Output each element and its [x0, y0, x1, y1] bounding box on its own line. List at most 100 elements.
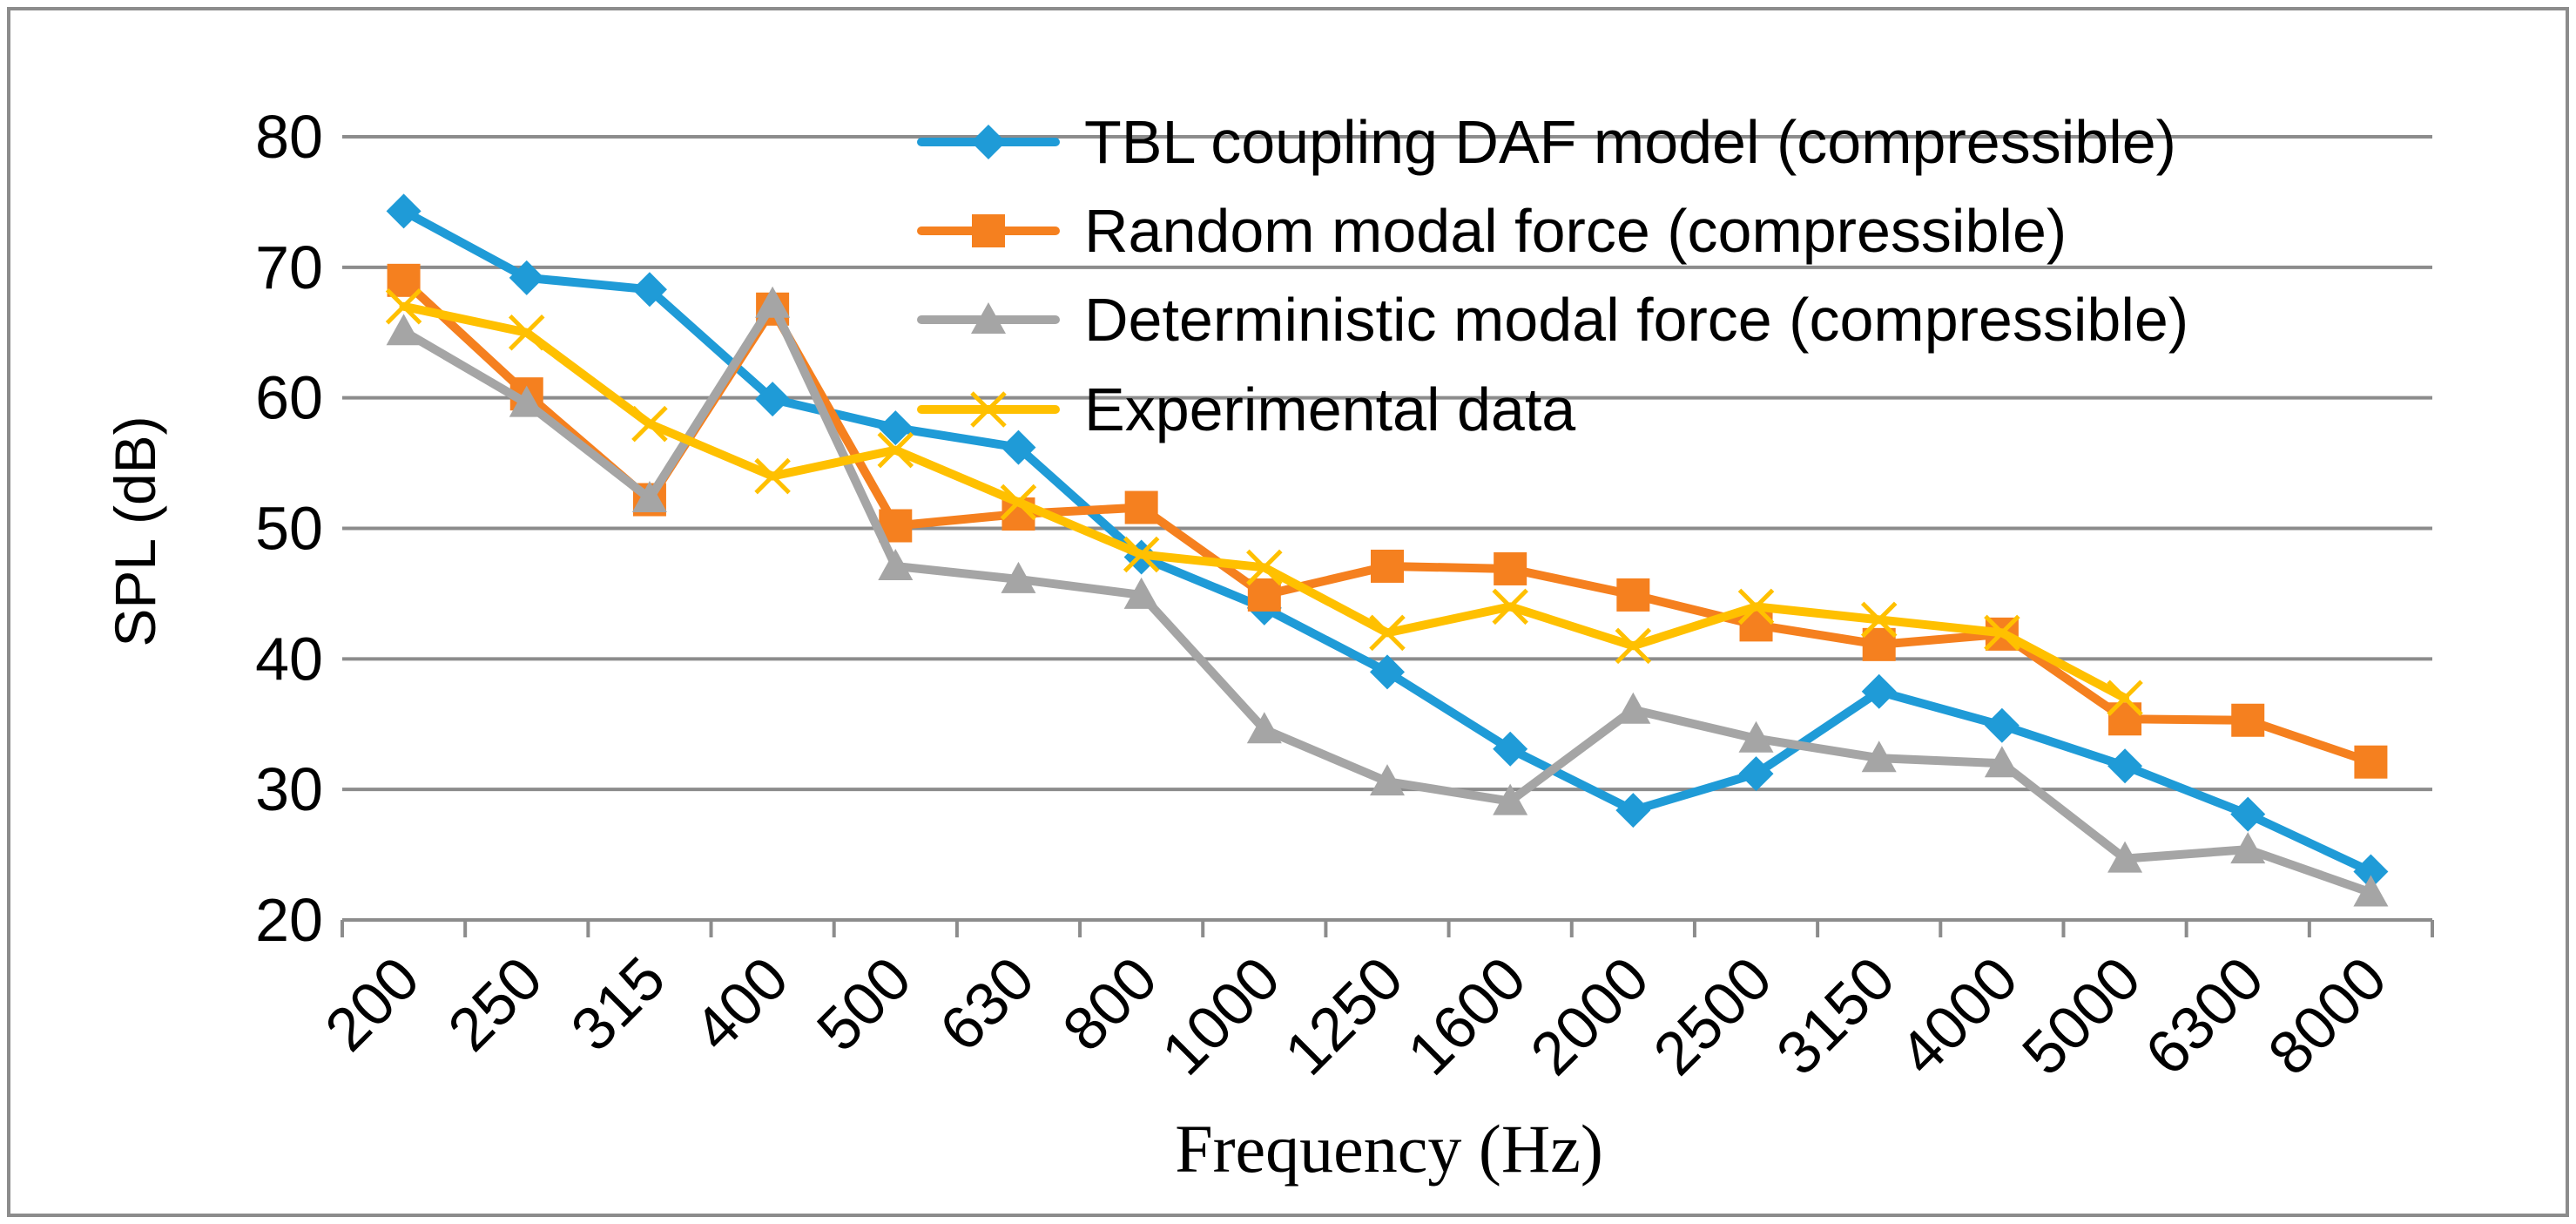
- y-tick-label: 40: [255, 625, 323, 693]
- data-point: [508, 314, 545, 351]
- data-point: [1494, 551, 1527, 585]
- legend-marker: [971, 302, 1006, 334]
- data-point: [2230, 832, 2266, 864]
- chart-border: [7, 7, 2569, 1217]
- data-point: [1247, 578, 1281, 612]
- legend-label: Experimental data: [1084, 375, 1575, 443]
- y-tick-label: 50: [255, 495, 323, 563]
- data-point: [2354, 745, 2388, 779]
- data-point: [386, 314, 421, 346]
- data-point: [755, 382, 791, 417]
- data-point: [1371, 549, 1404, 583]
- legend-marker: [971, 125, 1006, 159]
- data-point: [387, 263, 421, 297]
- x-axis: [341, 918, 2434, 937]
- data-point: [631, 481, 667, 513]
- data-point: [1000, 484, 1037, 521]
- legend-item: Random modal force (compressible): [917, 197, 2067, 265]
- marker-stroke: [385, 288, 422, 325]
- y-tick-label: 30: [255, 755, 323, 823]
- marker-stroke: [1984, 614, 2020, 652]
- data-point: [2353, 854, 2389, 889]
- legend-marker: [970, 391, 1007, 428]
- y-tick-label: 60: [255, 364, 323, 432]
- data-point: [1984, 707, 2020, 743]
- data-point: [1370, 654, 1405, 690]
- data-point: [2353, 875, 2389, 907]
- data-point: [1493, 783, 1528, 815]
- y-axis-label: SPL (dB): [103, 416, 167, 646]
- legend-label: Random modal force (compressible): [1084, 197, 2067, 265]
- legend-item: TBL coupling DAF model (compressible): [917, 108, 2176, 176]
- data-point: [1123, 577, 1159, 609]
- series-group: [385, 193, 2389, 907]
- data-point: [1861, 740, 1897, 773]
- data-point: [755, 286, 791, 318]
- data-point: [631, 272, 667, 308]
- data-point: [631, 405, 668, 443]
- marker-stroke: [1369, 614, 1406, 652]
- data-point: [2107, 841, 2143, 873]
- data-point: [878, 548, 914, 580]
- marker-stroke: [1737, 588, 1775, 626]
- marker-stroke: [1860, 601, 1898, 639]
- data-point: [2107, 748, 2143, 784]
- data-point: [1615, 692, 1651, 724]
- data-point: [1493, 731, 1528, 767]
- y-tick-label: 20: [255, 886, 323, 954]
- data-point: [1369, 614, 1406, 652]
- legend-item: Deterministic modal force (compressible): [917, 286, 2188, 354]
- series-3: [386, 286, 2389, 907]
- data-point: [2230, 796, 2266, 832]
- data-point: [1861, 673, 1897, 709]
- marker-stroke: [1123, 536, 1160, 573]
- data-point: [1984, 746, 2020, 778]
- marker-stroke: [877, 431, 914, 469]
- legend-marker: [972, 214, 1005, 247]
- marker-stroke: [1615, 627, 1652, 665]
- data-point: [1616, 578, 1650, 612]
- y-tick-label: 70: [255, 233, 323, 301]
- data-point: [1246, 549, 1283, 586]
- data-point: [1984, 614, 2020, 652]
- data-point: [2107, 680, 2143, 717]
- data-point: [1615, 793, 1651, 828]
- marker-stroke: [1000, 484, 1037, 521]
- data-point: [1615, 627, 1652, 665]
- marker-stroke: [754, 457, 791, 495]
- data-point: [1737, 588, 1775, 626]
- marker-stroke: [1492, 588, 1528, 626]
- marker-stroke: [508, 314, 545, 351]
- legend-item: Experimental data: [917, 375, 1575, 443]
- data-point: [1246, 712, 1282, 744]
- data-point: [1738, 720, 1774, 753]
- legend-label: TBL coupling DAF model (compressible): [1084, 108, 2176, 176]
- marker-stroke: [631, 405, 668, 443]
- legend: TBL coupling DAF model (compressible) Ran…: [917, 108, 2188, 443]
- data-point: [1001, 429, 1036, 465]
- data-point: [1001, 561, 1036, 593]
- y-tick-label: 80: [255, 103, 323, 171]
- data-point: [878, 410, 914, 446]
- data-point: [754, 457, 791, 495]
- data-point: [385, 288, 422, 325]
- data-point: [1124, 490, 1158, 524]
- marker-stroke: [2107, 680, 2143, 717]
- data-point: [1860, 601, 1898, 639]
- data-point: [1738, 756, 1774, 792]
- data-point: [509, 260, 544, 295]
- data-point: [877, 431, 914, 469]
- marker-stroke: [1246, 549, 1283, 586]
- gridlines: [342, 135, 2432, 792]
- data-point: [386, 193, 421, 229]
- legend-label: Deterministic modal force (compressible): [1084, 286, 2188, 354]
- data-point: [1492, 588, 1528, 626]
- x-axis-label: Frequency (Hz): [1175, 1111, 1603, 1187]
- data-point: [1123, 536, 1160, 573]
- data-point: [2231, 703, 2265, 737]
- series-4: [385, 288, 2143, 717]
- data-point: [1370, 764, 1405, 796]
- data-point: [509, 385, 544, 417]
